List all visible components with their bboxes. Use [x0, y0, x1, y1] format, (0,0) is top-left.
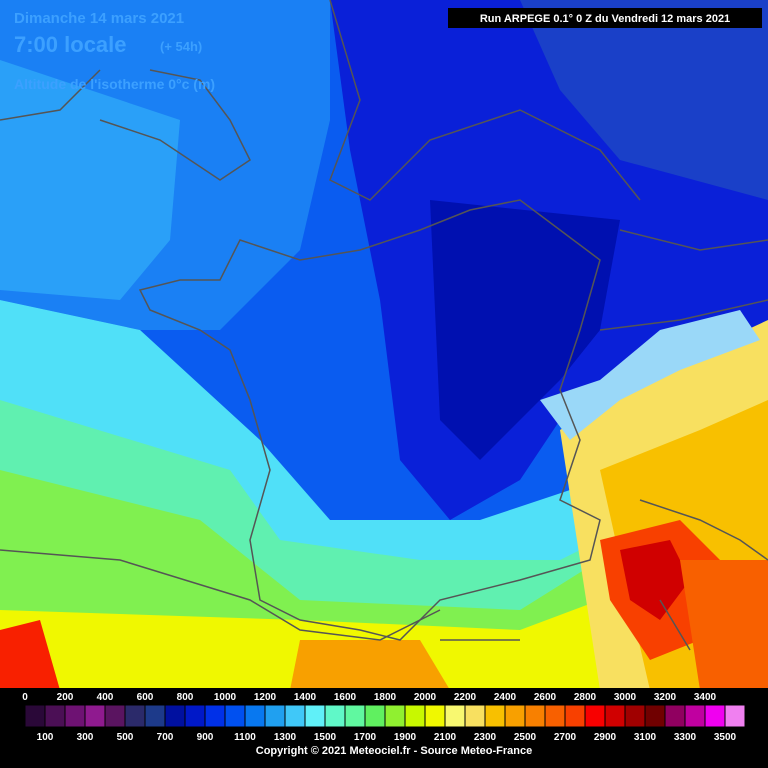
legend-label: 2600	[534, 692, 557, 703]
legend-label: 0	[22, 692, 28, 703]
legend-label: 1500	[314, 732, 337, 743]
legend-label: 1100	[234, 732, 256, 743]
legend-swatch	[284, 704, 306, 728]
legend-label: 1900	[394, 732, 417, 743]
date: Dimanche 14 mars 2021	[14, 10, 184, 27]
legend-swatch	[244, 704, 266, 728]
legend-swatch	[584, 704, 606, 728]
legend-label: 1400	[294, 692, 317, 703]
legend-swatch	[124, 704, 146, 728]
legend-swatch	[84, 704, 106, 728]
legend-swatch	[604, 704, 626, 728]
run-box	[448, 8, 762, 28]
legend-label: 900	[197, 732, 214, 743]
lead-time: (+ 54h)	[160, 39, 202, 54]
legend-swatch	[344, 704, 366, 728]
legend-label: 2300	[474, 732, 497, 743]
legend-swatch	[364, 704, 386, 728]
legend-swatch	[524, 704, 546, 728]
legend-label: 2200	[454, 692, 477, 703]
legend-label: 2400	[494, 692, 517, 703]
legend-swatch	[184, 704, 206, 728]
legend-label: 2800	[574, 692, 597, 703]
legend-swatch	[564, 704, 586, 728]
legend-swatch	[324, 704, 346, 728]
legend-swatch	[704, 704, 726, 728]
legend-swatch	[224, 704, 246, 728]
legend-swatch	[384, 704, 406, 728]
legend-swatch	[464, 704, 486, 728]
legend-swatch	[544, 704, 566, 728]
subtitle: Altitude de l'isotherme 0°c (m)	[14, 76, 215, 92]
legend-label: 3000	[614, 692, 637, 703]
legend-background	[0, 688, 768, 768]
legend-label: 2000	[414, 692, 437, 703]
legend-swatch	[144, 704, 166, 728]
legend-label: 600	[137, 692, 154, 703]
legend-label: 400	[97, 692, 114, 703]
legend-label: 2100	[434, 732, 457, 743]
legend-swatch	[424, 704, 446, 728]
legend-swatch	[44, 704, 66, 728]
legend-label: 1700	[354, 732, 377, 743]
copyright: Copyright © 2021 Meteociel.fr - Source M…	[256, 745, 532, 757]
legend-swatch	[684, 704, 706, 728]
legend-label: 700	[157, 732, 174, 743]
legend-label: 1000	[214, 692, 237, 703]
legend-swatch	[624, 704, 646, 728]
legend-swatch	[64, 704, 86, 728]
legend-label: 3500	[714, 732, 737, 743]
legend-swatch	[24, 704, 46, 728]
time: 7:00 locale	[14, 32, 127, 57]
legend-label: 2700	[554, 732, 577, 743]
legend-swatch	[644, 704, 666, 728]
run-info: Run ARPEGE 0.1° 0 Z du Vendredi 12 mars …	[480, 13, 730, 25]
legend-swatch	[264, 704, 286, 728]
legend-label: 2900	[594, 732, 617, 743]
legend-swatch	[404, 704, 426, 728]
legend-label: 2500	[514, 732, 537, 743]
legend-label: 500	[117, 732, 134, 743]
legend-label: 3200	[654, 692, 677, 703]
legend-swatch	[164, 704, 186, 728]
legend-swatch	[724, 704, 746, 728]
legend-label: 800	[177, 692, 194, 703]
legend-label: 3300	[674, 732, 697, 743]
legend-swatch	[104, 704, 126, 728]
legend-swatch	[304, 704, 326, 728]
legend-swatch	[484, 704, 506, 728]
legend-label: 1200	[254, 692, 277, 703]
legend-swatch	[504, 704, 526, 728]
legend-label: 3400	[694, 692, 717, 703]
legend-swatch	[664, 704, 686, 728]
legend-swatch	[204, 704, 226, 728]
legend-label: 1800	[374, 692, 397, 703]
legend-label: 300	[77, 732, 94, 743]
legend-label: 100	[37, 732, 54, 743]
legend-label: 1600	[334, 692, 357, 703]
legend-label: 1300	[274, 732, 297, 743]
borders	[0, 0, 768, 651]
legend-label: 3100	[634, 732, 657, 743]
legend-swatch	[444, 704, 466, 728]
legend: 0 200 400 600 800 1000 1200 1400 1600 1800 2000 220…	[22, 692, 746, 743]
legend-label: 200	[57, 692, 74, 703]
